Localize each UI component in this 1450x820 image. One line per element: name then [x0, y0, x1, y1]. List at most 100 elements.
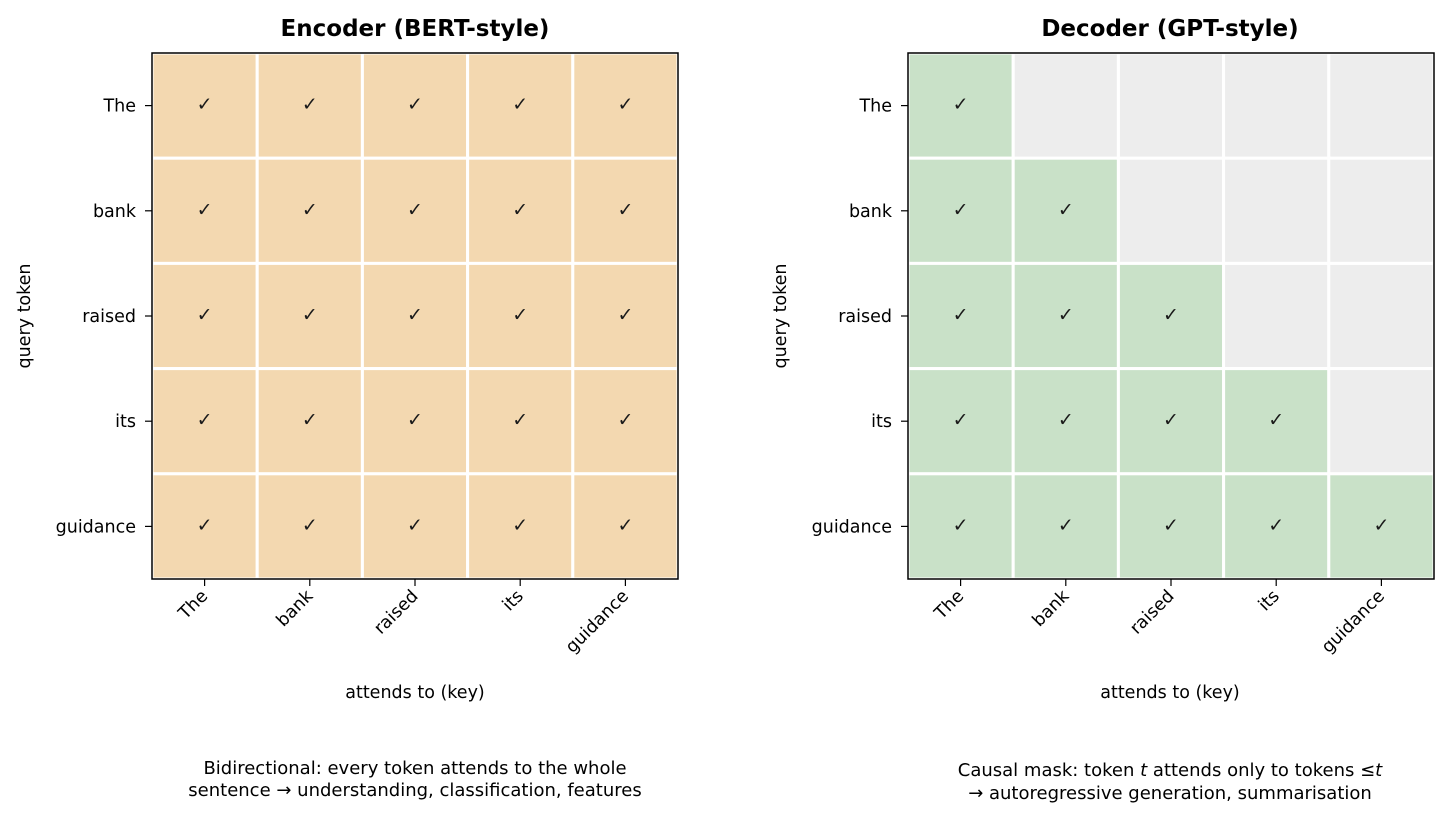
decoder-cell-its-bank	[1011, 367, 1120, 476]
decoder-cell-guidance-raised	[1116, 472, 1226, 581]
encoder-check-mark: ✓	[617, 409, 633, 431]
encoder-check-mark: ✓	[512, 94, 528, 116]
decoder-check-mark: ✓	[1058, 304, 1074, 326]
encoder-caption-line2: sentence → understanding, classification…	[188, 780, 641, 801]
encoder-cell-bank-raised	[360, 156, 470, 265]
decoder-cell-The-raised	[1116, 51, 1226, 160]
decoder-caption-var: t	[1140, 760, 1148, 781]
decoder-check-mark: ✓	[1163, 304, 1179, 326]
decoder-y-ticks: The bank raised its guidance	[812, 97, 908, 537]
encoder-check-mark: ✓	[617, 304, 633, 326]
encoder-cell-guidance-bank	[255, 472, 364, 581]
encoder-x-tick-label: bank	[273, 586, 318, 631]
encoder-check-mark: ✓	[617, 199, 633, 221]
encoder-y-tick-label: bank	[93, 202, 137, 222]
encoder-check-mark: ✓	[197, 304, 213, 326]
encoder-y-tick-label: guidance	[56, 517, 136, 537]
encoder-x-tick-label: raised	[370, 586, 422, 638]
encoder-check-mark: ✓	[617, 514, 633, 536]
decoder-check-mark: ✓	[953, 409, 969, 431]
encoder-check-mark: ✓	[407, 94, 423, 116]
decoder-y-tick-label: The	[858, 97, 892, 117]
encoder-cell-guidance-raised	[360, 472, 470, 581]
encoder-grid: ✓ ✓ ✓ ✓ ✓ ✓ ✓ ✓ ✓ ✓ ✓ ✓ ✓ ✓ ✓ ✓ ✓ ✓ ✓ ✓ ✓ ✓ ✓ ✓ ✓	[150, 51, 680, 581]
decoder-check-mark: ✓	[1373, 514, 1389, 536]
decoder-caption-mid: attends only to tokens ≤	[1147, 760, 1375, 781]
decoder-y-tick-label: its	[871, 412, 892, 432]
decoder-check-mark: ✓	[1058, 514, 1074, 536]
decoder-cell-bank-guidance	[1327, 156, 1436, 265]
encoder-check-mark: ✓	[197, 94, 213, 116]
encoder-y-tick-label: its	[115, 412, 136, 432]
encoder-cell-raised-bank	[255, 261, 364, 371]
encoder-y-ticks: The bank raised its guidance	[56, 97, 152, 537]
decoder-check-mark: ✓	[1163, 514, 1179, 536]
decoder-caption-line1: Causal mask: token t attends only to tok…	[958, 760, 1383, 781]
encoder-check-mark: ✓	[407, 199, 423, 221]
decoder-x-tick-label: its	[1255, 586, 1284, 615]
encoder-check-mark: ✓	[512, 199, 528, 221]
encoder-cell-its-its	[466, 367, 575, 476]
encoder-caption-line1: Bidirectional: every token attends to th…	[203, 758, 626, 779]
encoder-cell-The-bank	[255, 51, 364, 160]
encoder-check-mark: ✓	[302, 409, 318, 431]
encoder-x-tick-label: its	[499, 586, 528, 615]
encoder-cell-bank-guidance	[571, 156, 680, 265]
decoder-cell-raised-guidance	[1327, 261, 1436, 371]
encoder-check-mark: ✓	[302, 304, 318, 326]
encoder-x-tick-label: guidance	[562, 586, 633, 657]
encoder-x-ticks: The bank raised its guidance	[174, 579, 633, 657]
decoder-check-mark: ✓	[1268, 409, 1284, 431]
decoder-y-tick-label: raised	[838, 307, 892, 327]
encoder-panel: Encoder (BERT-style) ✓ ✓ ✓ ✓ ✓ ✓ ✓ ✓ ✓ ✓ ✓ ✓ ✓ ✓ ✓ ✓ ✓ ✓ ✓…	[15, 16, 680, 801]
decoder-check-mark: ✓	[953, 199, 969, 221]
encoder-cell-its-bank	[255, 367, 364, 476]
decoder-ylabel: query token	[771, 263, 791, 368]
decoder-grid: ✓ ✓ ✓ ✓ ✓ ✓ ✓ ✓ ✓ ✓ ✓ ✓ ✓ ✓ ✓	[906, 51, 1436, 581]
decoder-cell-The-its	[1222, 51, 1331, 160]
decoder-y-tick-label: guidance	[812, 517, 892, 537]
encoder-check-mark: ✓	[302, 514, 318, 536]
decoder-caption-var2: t	[1375, 760, 1383, 781]
decoder-cell-its-guidance	[1327, 367, 1436, 476]
decoder-panel: Decoder (GPT-style) ✓ ✓ ✓ ✓ ✓ ✓ ✓ ✓ ✓ ✓ ✓ ✓ ✓ ✓ ✓ The b…	[771, 16, 1436, 804]
encoder-check-mark: ✓	[302, 199, 318, 221]
decoder-check-mark: ✓	[1268, 514, 1284, 536]
encoder-cell-its-raised	[360, 367, 470, 476]
decoder-check-mark: ✓	[953, 304, 969, 326]
decoder-x-tick-label: bank	[1029, 586, 1074, 631]
decoder-xlabel: attends to (key)	[1100, 683, 1240, 703]
decoder-title: Decoder (GPT-style)	[1041, 16, 1298, 42]
encoder-title: Encoder (BERT-style)	[281, 16, 550, 42]
decoder-cell-bank-raised	[1116, 156, 1226, 265]
decoder-check-mark: ✓	[1058, 199, 1074, 221]
decoder-cell-bank-its	[1222, 156, 1331, 265]
encoder-check-mark: ✓	[407, 304, 423, 326]
encoder-xlabel: attends to (key)	[345, 683, 485, 703]
decoder-cell-guidance-The	[906, 472, 1015, 581]
encoder-check-mark: ✓	[512, 304, 528, 326]
encoder-cell-raised-its	[466, 261, 575, 371]
decoder-cell-its-The	[906, 367, 1015, 476]
encoder-check-mark: ✓	[407, 514, 423, 536]
encoder-cell-its-guidance	[571, 367, 680, 476]
decoder-x-tick-label: The	[930, 586, 968, 624]
encoder-y-tick-label: The	[102, 97, 136, 117]
encoder-check-mark: ✓	[302, 94, 318, 116]
encoder-check-mark: ✓	[197, 199, 213, 221]
decoder-cell-raised-raised	[1116, 261, 1226, 371]
decoder-x-tick-label: raised	[1126, 586, 1178, 638]
decoder-check-mark: ✓	[953, 514, 969, 536]
encoder-x-tick-label: The	[174, 586, 212, 624]
encoder-check-mark: ✓	[197, 514, 213, 536]
encoder-y-tick-label: raised	[82, 307, 136, 327]
decoder-cell-bank-The	[906, 156, 1015, 265]
decoder-cell-raised-its	[1222, 261, 1331, 371]
decoder-y-tick-label: bank	[849, 202, 893, 222]
encoder-ylabel: query token	[15, 263, 35, 368]
decoder-check-mark: ✓	[953, 94, 969, 116]
encoder-check-mark: ✓	[197, 409, 213, 431]
decoder-caption-line2: → autoregressive generation, summarisati…	[968, 783, 1372, 804]
encoder-check-mark: ✓	[617, 94, 633, 116]
